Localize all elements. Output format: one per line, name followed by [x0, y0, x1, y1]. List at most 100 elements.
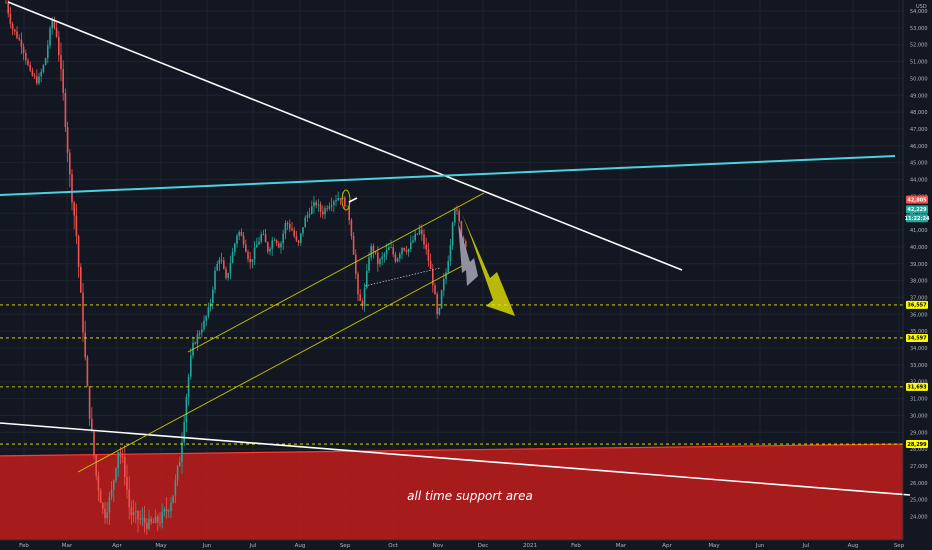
candle-body[interactable]: [308, 213, 311, 215]
candle-body[interactable]: [262, 234, 265, 236]
candle-body[interactable]: [183, 421, 185, 443]
candle-body[interactable]: [379, 259, 381, 265]
candle-body[interactable]: [64, 92, 67, 128]
candle-body[interactable]: [146, 522, 148, 529]
candle-body[interactable]: [249, 259, 251, 263]
candle-body[interactable]: [154, 516, 157, 523]
descending-support-line[interactable]: [0, 422, 911, 496]
candle-body[interactable]: [66, 127, 69, 153]
candle-body[interactable]: [385, 249, 388, 255]
candle-body[interactable]: [159, 522, 161, 524]
candle-body[interactable]: [20, 39, 23, 47]
candle-body[interactable]: [25, 52, 27, 61]
candle-body[interactable]: [350, 220, 353, 236]
candle-body[interactable]: [421, 229, 423, 235]
candle-body[interactable]: [234, 243, 236, 253]
candle-body[interactable]: [115, 468, 117, 481]
candle-body[interactable]: [304, 217, 306, 228]
candle-body[interactable]: [396, 258, 399, 262]
candle-body[interactable]: [407, 249, 410, 253]
candle-body[interactable]: [143, 518, 146, 523]
candle-body[interactable]: [293, 230, 295, 237]
candle-body[interactable]: [53, 20, 56, 28]
candle-body[interactable]: [181, 442, 183, 463]
candle-body[interactable]: [401, 247, 403, 255]
candle-body[interactable]: [93, 430, 95, 456]
candle-body[interactable]: [405, 250, 408, 253]
candle-body[interactable]: [198, 332, 201, 335]
candle-body[interactable]: [275, 240, 278, 244]
candle-body[interactable]: [245, 244, 247, 252]
candle-body[interactable]: [27, 60, 29, 66]
candle-body[interactable]: [141, 518, 144, 520]
candle-body[interactable]: [374, 251, 377, 253]
candle-body[interactable]: [73, 202, 75, 216]
candle-body[interactable]: [77, 236, 80, 267]
candle-body[interactable]: [95, 455, 97, 476]
candle-body[interactable]: [36, 76, 38, 84]
candle-body[interactable]: [326, 208, 328, 210]
candle-body[interactable]: [216, 264, 218, 271]
candle-body[interactable]: [427, 249, 430, 262]
candle-body[interactable]: [212, 289, 214, 303]
candle-body[interactable]: [31, 70, 34, 76]
candle-body[interactable]: [363, 287, 366, 306]
candle-body[interactable]: [148, 518, 150, 529]
candle-body[interactable]: [330, 205, 333, 207]
candle-body[interactable]: [436, 294, 438, 315]
candle-body[interactable]: [14, 29, 16, 32]
candle-body[interactable]: [284, 222, 287, 234]
candle-body[interactable]: [429, 261, 432, 270]
candle-body[interactable]: [104, 508, 106, 519]
candle-body[interactable]: [7, 2, 9, 14]
candle-body[interactable]: [132, 512, 135, 516]
candle-body[interactable]: [119, 452, 122, 457]
candle-body[interactable]: [359, 294, 361, 301]
candle-body[interactable]: [253, 247, 256, 260]
candle-body[interactable]: [447, 261, 449, 273]
candle-body[interactable]: [258, 241, 260, 245]
candle-body[interactable]: [403, 247, 405, 251]
candle-body[interactable]: [247, 251, 249, 260]
candle-body[interactable]: [282, 233, 284, 244]
candle-body[interactable]: [126, 476, 128, 490]
candle-body[interactable]: [163, 509, 166, 512]
candle-body[interactable]: [5, 2, 7, 4]
candle-body[interactable]: [110, 489, 113, 497]
candle-body[interactable]: [128, 489, 130, 508]
candle-body[interactable]: [44, 58, 47, 66]
candle-body[interactable]: [29, 65, 31, 71]
candle-body[interactable]: [84, 332, 86, 358]
candle-body[interactable]: [220, 259, 223, 261]
candle-body[interactable]: [47, 45, 49, 59]
candle-body[interactable]: [152, 522, 155, 523]
candle-body[interactable]: [49, 28, 51, 46]
candle-body[interactable]: [240, 231, 243, 236]
candle-body[interactable]: [438, 308, 441, 315]
candle-body[interactable]: [135, 511, 137, 513]
candle-body[interactable]: [434, 285, 436, 295]
candle-body[interactable]: [297, 240, 300, 243]
candle-body[interactable]: [300, 233, 302, 243]
candle-body[interactable]: [194, 342, 196, 344]
candle-body[interactable]: [454, 209, 456, 223]
candle-body[interactable]: [130, 507, 133, 516]
candle-body[interactable]: [196, 334, 199, 344]
candle-body[interactable]: [412, 240, 414, 243]
price-axis[interactable]: 54,000 53,000 52,000 51,000 50,000 49,000 48,0…: [902, 0, 928, 540]
candle-body[interactable]: [311, 206, 313, 214]
candle-body[interactable]: [82, 292, 84, 333]
candle-body[interactable]: [174, 480, 177, 496]
candle-body[interactable]: [355, 254, 357, 274]
candle-body[interactable]: [170, 502, 172, 511]
candle-body[interactable]: [344, 197, 346, 207]
candle-body[interactable]: [161, 511, 163, 524]
candle-body[interactable]: [91, 418, 93, 431]
candle-body[interactable]: [238, 231, 240, 236]
candle-body[interactable]: [346, 205, 348, 207]
candle-body[interactable]: [313, 202, 315, 207]
candle-body[interactable]: [179, 462, 181, 467]
candle-body[interactable]: [69, 152, 71, 175]
candle-body[interactable]: [280, 243, 282, 248]
